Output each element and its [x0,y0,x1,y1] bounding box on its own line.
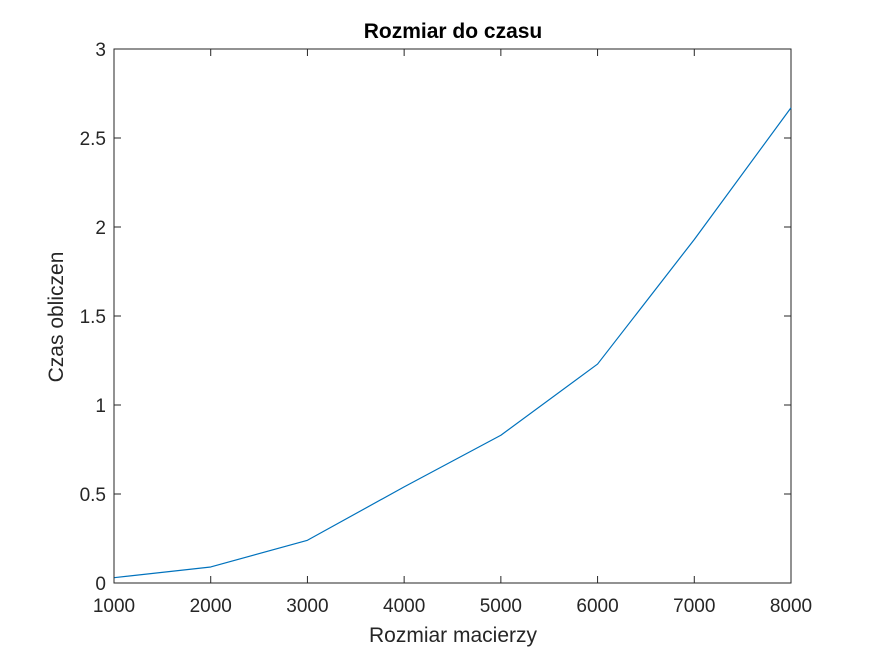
x-axis-label: Rozmiar macierzy [369,624,538,647]
y-axis: 0 0.5 1 1.5 2 2.5 3 [80,40,791,595]
x-tick-label: 2000 [190,596,232,617]
y-tick-label: 3 [95,40,106,61]
x-tick-label: 5000 [480,596,522,617]
x-tick-label: 7000 [673,596,715,617]
x-tick-label: 3000 [286,596,328,617]
y-tick-label: 2.5 [80,129,106,150]
y-axis-label: Czas obliczen [45,252,68,383]
y-tick-label: 1 [95,396,106,417]
x-tick-label: 1000 [93,596,135,617]
y-tick-label: 0.5 [80,485,106,506]
y-tick-label: 1.5 [80,307,106,328]
chart-title: Rozmiar do czasu [364,20,543,43]
x-tick-label: 6000 [576,596,618,617]
x-tick-label: 4000 [383,596,425,617]
y-tick-label: 0 [95,574,106,595]
x-tick-label: 8000 [770,596,812,617]
y-tick-label: 2 [95,218,106,239]
series-line [113,107,792,579]
x-axis: 1000 2000 3000 4000 5000 6000 7000 8000 [93,49,812,617]
